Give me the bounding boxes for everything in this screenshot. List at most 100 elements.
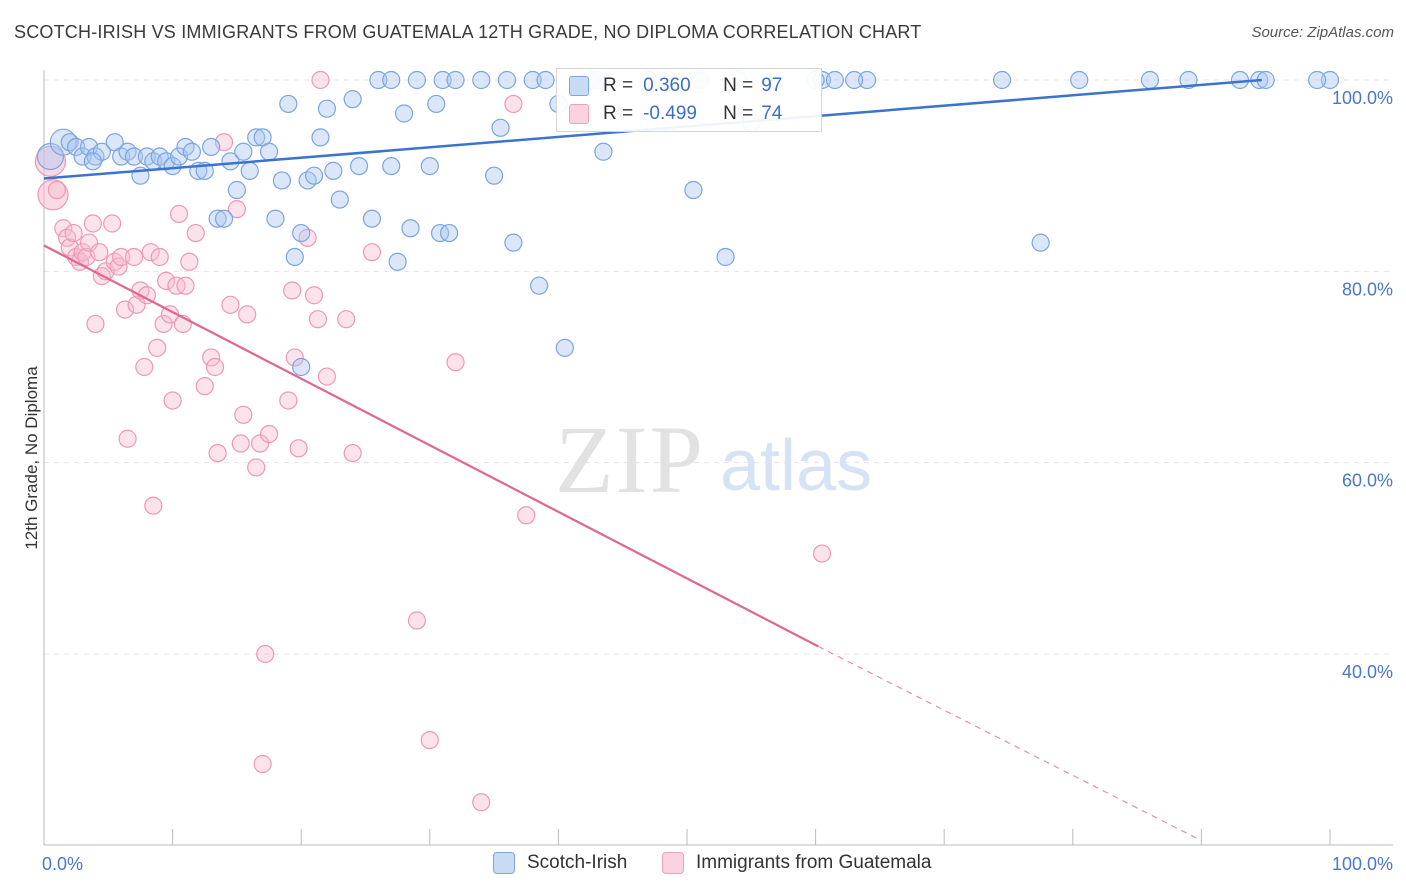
watermark-atlas: atlas	[720, 426, 872, 506]
y-tick-label: 80.0%	[1342, 279, 1393, 299]
data-point-scotch-irish	[330, 190, 349, 209]
data-point-guatemala	[517, 506, 536, 525]
legend-row-guatemala: R = -0.499 N = 74	[569, 100, 782, 128]
data-point-guatemala	[115, 300, 135, 319]
data-point-scotch-irish	[343, 90, 362, 109]
data-point-guatemala	[169, 204, 189, 224]
data-point-scotch-irish	[407, 70, 427, 90]
data-point-scotch-irish	[1031, 233, 1050, 252]
data-point-guatemala	[234, 405, 253, 424]
data-point-scotch-irish	[491, 118, 510, 137]
data-point-guatemala	[337, 310, 356, 329]
data-point-guatemala	[279, 391, 298, 410]
data-point-scotch-irish	[433, 70, 452, 90]
y-tick-label: 40.0%	[1342, 662, 1393, 682]
data-point-scotch-irish	[234, 142, 253, 161]
legend-item-label: Scotch-Irish	[527, 852, 628, 873]
data-point-scotch-irish	[240, 161, 259, 180]
data-point-scotch-irish	[279, 94, 298, 114]
legend-item-label: Immigrants from Guatemala	[696, 852, 932, 873]
data-point-scotch-irish	[523, 70, 542, 90]
data-point-scotch-irish	[362, 209, 382, 228]
data-point-scotch-irish	[1320, 70, 1340, 90]
data-point-guatemala	[343, 444, 362, 463]
data-point-guatemala	[86, 314, 105, 334]
data-point-guatemala	[64, 223, 83, 243]
data-point-scotch-irish	[227, 180, 246, 200]
data-point-scotch-irish	[304, 166, 324, 185]
data-point-scotch-irish	[163, 157, 182, 176]
data-point-guatemala	[231, 434, 250, 453]
data-point-guatemala	[221, 295, 240, 314]
data-point-scotch-irish	[472, 70, 491, 90]
data-point-guatemala	[186, 223, 205, 243]
data-point-scotch-irish	[202, 137, 221, 157]
trend-line-guatemala	[43, 244, 819, 648]
data-point-scotch-irish	[292, 357, 311, 377]
data-point-scotch-irish	[427, 94, 446, 114]
data-point-guatemala	[54, 219, 73, 238]
data-point-guatemala	[289, 439, 308, 458]
data-point-scotch-irish	[259, 142, 279, 161]
data-point-guatemala	[141, 243, 160, 262]
legend-item-guatemala[interactable]: Immigrants from Guatemala	[662, 852, 931, 874]
data-point-scotch-irish	[1230, 70, 1250, 90]
legend-n-label: N =	[723, 103, 754, 124]
y-tick-label: 60.0%	[1342, 471, 1393, 491]
data-point-guatemala	[308, 310, 328, 329]
data-point-scotch-irish	[497, 70, 517, 90]
legend-swatch-pink	[662, 852, 684, 874]
data-point-guatemala	[163, 391, 182, 410]
data-point-scotch-irish	[182, 142, 201, 161]
legend-item-scotch-irish[interactable]: Scotch-Irish	[493, 852, 627, 874]
data-point-guatemala	[256, 644, 275, 664]
legend-r-label: R =	[603, 75, 634, 96]
data-point-guatemala	[227, 200, 246, 219]
data-point-guatemala	[180, 252, 199, 271]
data-point-scotch-irish	[536, 70, 555, 90]
legend-n-value: 74	[761, 103, 783, 124]
chart-title: SCOTCH-IRISH VS IMMIGRANTS FROM GUATEMAL…	[14, 22, 922, 42]
data-point-scotch-irish	[446, 70, 465, 90]
trend-line-guatemala-extension	[817, 645, 1202, 842]
data-point-scotch-irish	[439, 223, 459, 243]
watermark: ZIP atlas	[555, 406, 872, 513]
x-tick-label: 0.0%	[42, 854, 83, 874]
data-point-guatemala	[157, 271, 176, 290]
data-point-guatemala	[253, 754, 272, 774]
data-point-scotch-irish	[1070, 70, 1089, 90]
data-point-guatemala	[205, 357, 225, 377]
data-point-scotch-irish	[208, 209, 227, 228]
data-point-guatemala	[83, 214, 102, 233]
data-point-scotch-irish	[394, 104, 414, 123]
data-point-guatemala	[144, 496, 163, 515]
data-point-scotch-irish	[292, 223, 311, 243]
data-point-guatemala	[118, 429, 137, 448]
data-point-guatemala	[285, 348, 304, 367]
legend-r-value: -0.499	[643, 103, 697, 124]
data-point-guatemala	[504, 94, 523, 114]
data-point-guatemala	[283, 281, 302, 300]
series-pink-points	[34, 70, 832, 812]
legend-swatch-pink	[569, 104, 589, 124]
data-point-scotch-irish	[369, 70, 388, 90]
axes	[43, 70, 1393, 846]
data-point-scotch-irish	[67, 137, 86, 157]
stats-legend: R = 0.360 N = 97 R = -0.499 N = 74	[556, 68, 822, 132]
data-point-scotch-irish	[825, 70, 844, 90]
chart-source: Source: ZipAtlas.com	[1251, 24, 1394, 41]
data-point-scotch-irish	[382, 70, 401, 90]
legend-r-label: R =	[603, 103, 634, 124]
data-point-guatemala	[135, 357, 154, 377]
data-point-guatemala	[311, 70, 330, 90]
data-point-scotch-irish	[266, 209, 285, 228]
data-point-guatemala	[90, 243, 109, 262]
data-point-scotch-irish	[311, 128, 330, 147]
data-point-scotch-irish	[504, 233, 523, 252]
data-point-scotch-irish	[272, 171, 292, 190]
data-point-scotch-irish	[716, 247, 735, 267]
data-point-guatemala	[47, 180, 66, 200]
data-point-guatemala	[176, 276, 195, 295]
data-point-guatemala	[150, 247, 169, 267]
